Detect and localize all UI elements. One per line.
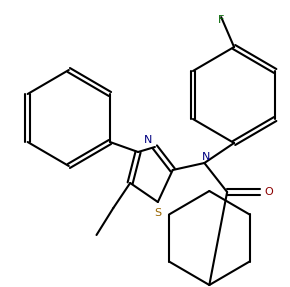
Text: F: F	[218, 15, 224, 25]
Text: O: O	[264, 187, 273, 197]
Text: N: N	[202, 152, 211, 162]
Text: N: N	[144, 135, 152, 145]
Text: S: S	[154, 208, 162, 218]
